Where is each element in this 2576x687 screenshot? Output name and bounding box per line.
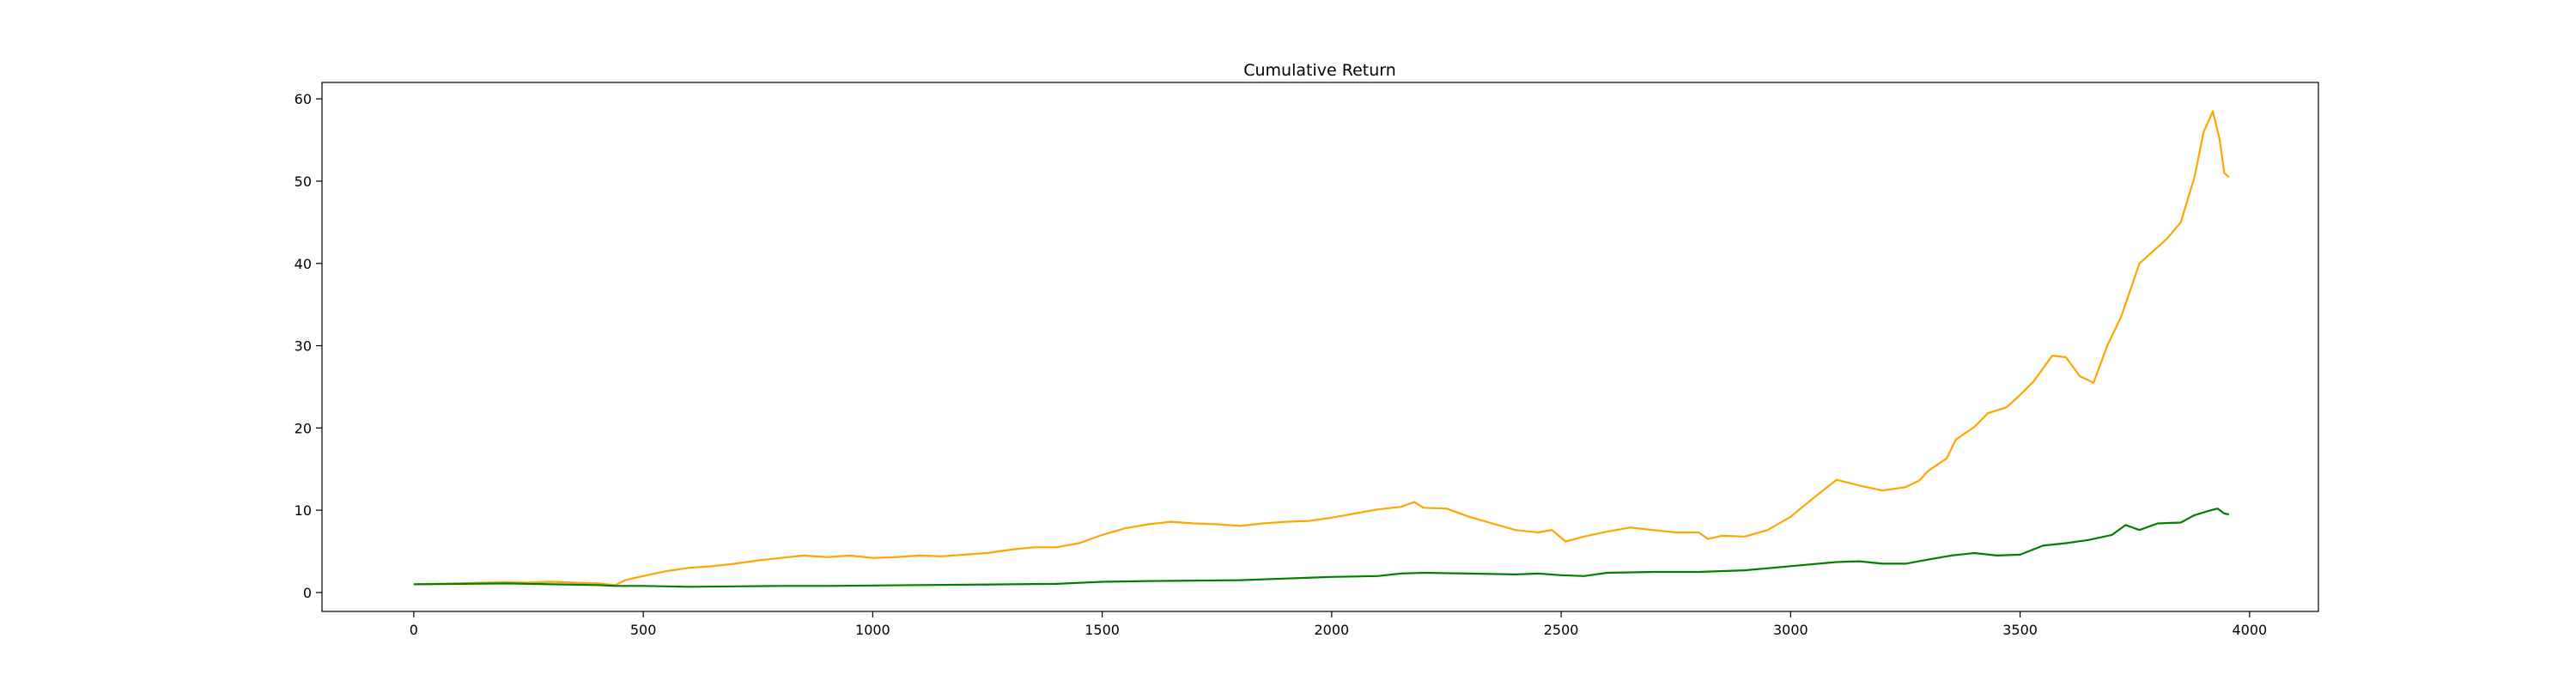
y-tick-label: 60: [295, 91, 312, 107]
series-line-1: [413, 110, 2230, 587]
x-tick-label: 3500: [2002, 622, 2038, 638]
x-tick-label: 0: [410, 622, 418, 638]
y-axis: 0 10 20 30 40 50 60: [295, 91, 322, 601]
x-axis: 0 500 1000 1500 2000 2500 3000 3500 4000: [410, 611, 2267, 638]
x-tick-label: 3000: [1773, 622, 1808, 638]
series-line-2: [413, 508, 2230, 588]
x-tick-label: 2500: [1544, 622, 1579, 638]
chart-title: Cumulative Return: [1243, 61, 1396, 80]
x-tick-label: 1500: [1084, 622, 1120, 638]
x-tick-label: 4000: [2232, 622, 2267, 638]
x-tick-label: 500: [630, 622, 657, 638]
y-tick-label: 50: [295, 173, 312, 190]
y-tick-label: 40: [295, 256, 312, 272]
y-tick-label: 20: [295, 420, 312, 436]
x-tick-label: 2000: [1315, 622, 1350, 638]
x-tick-label: 1000: [855, 622, 890, 638]
y-tick-label: 10: [295, 502, 312, 519]
y-tick-label: 30: [295, 338, 312, 355]
y-tick-label: 0: [303, 585, 312, 601]
series-layer: [413, 110, 2230, 588]
plot-frame: [321, 82, 2319, 612]
